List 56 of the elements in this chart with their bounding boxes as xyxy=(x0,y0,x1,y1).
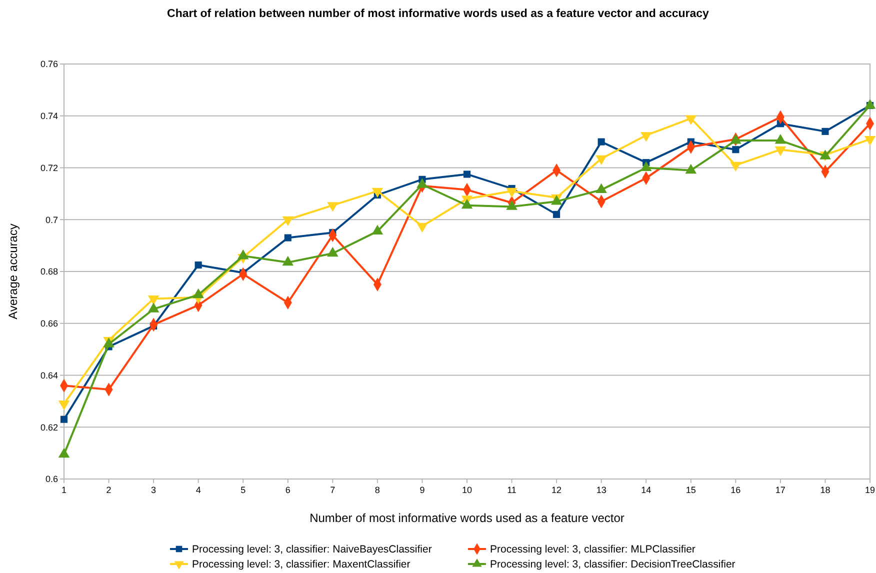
x-tick-label: 14 xyxy=(641,485,652,495)
x-tick-label: 3 xyxy=(151,485,156,495)
x-tick-label: 5 xyxy=(240,485,246,495)
x-tick-label: 2 xyxy=(106,485,112,495)
y-tick-label: 0.7 xyxy=(45,214,58,225)
point xyxy=(58,448,70,458)
point xyxy=(685,115,697,125)
point xyxy=(640,132,652,142)
x-tick-label: 11 xyxy=(507,485,516,495)
point xyxy=(372,188,384,198)
point xyxy=(463,170,471,178)
x-tick-label: 16 xyxy=(730,485,741,495)
x-tick-label: 13 xyxy=(596,485,606,495)
point xyxy=(598,138,605,146)
y-tick-label: 0.72 xyxy=(40,162,58,173)
legend-label: Processing level: 3, classifier: NaiveBayesClassifier xyxy=(192,544,432,556)
x-tick-label: 7 xyxy=(330,485,336,495)
point xyxy=(284,234,292,242)
y-tick-label: 0.74 xyxy=(40,111,58,122)
x-tick-label: 12 xyxy=(552,485,562,495)
x-tick-label: 9 xyxy=(420,485,425,495)
point xyxy=(822,128,829,135)
y-tick-label: 0.66 xyxy=(40,318,58,329)
x-tick-label: 10 xyxy=(462,485,472,495)
x-tick-label: 1 xyxy=(61,485,67,495)
x-tick-label: 8 xyxy=(374,485,380,495)
legend-label: Processing level: 3, classifier: DecisionTreeClassifier xyxy=(490,558,736,571)
y-axis-title: Average accuracy xyxy=(6,224,20,320)
point xyxy=(416,222,428,233)
x-tick-label: 17 xyxy=(775,485,786,495)
point xyxy=(148,295,160,306)
point xyxy=(730,162,742,172)
point xyxy=(553,210,560,218)
y-tick-label: 0.68 xyxy=(40,266,58,277)
point xyxy=(864,136,876,146)
point xyxy=(732,146,740,154)
y-tick-label: 0.6 xyxy=(45,474,58,484)
chart-title: Chart of relation between number of most informative words used as a feature vector and accuracy xyxy=(167,8,710,20)
x-tick-label: 18 xyxy=(820,485,830,495)
point xyxy=(506,188,518,198)
y-tick-label: 0.76 xyxy=(40,59,58,70)
point xyxy=(327,202,338,212)
legend-label: Processing level: 3, classifier: MaxentClassifier xyxy=(192,558,411,571)
x-tick-label: 19 xyxy=(864,485,876,495)
point xyxy=(60,416,68,423)
x-tick-label: 4 xyxy=(196,485,201,495)
y-tick-label: 0.62 xyxy=(40,422,58,432)
x-axis-title: Number of most informative words used as a feature vector xyxy=(310,511,624,525)
x-tick-label: 6 xyxy=(285,485,290,495)
point xyxy=(596,155,607,166)
point xyxy=(282,216,294,226)
point xyxy=(774,146,786,156)
y-tick-label: 0.64 xyxy=(40,370,58,380)
point xyxy=(194,261,202,269)
legend-label: Processing level: 3, classifier: MLPClassifier xyxy=(490,544,696,556)
x-tick-label: 15 xyxy=(686,485,696,495)
